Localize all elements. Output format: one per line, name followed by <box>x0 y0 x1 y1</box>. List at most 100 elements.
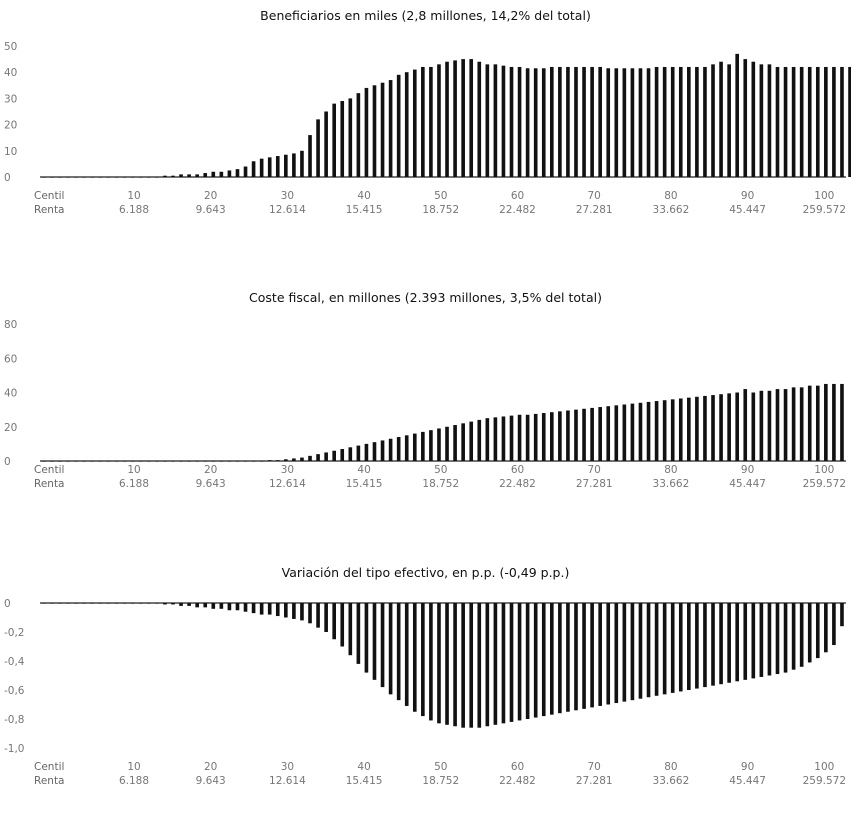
y-tick-label: -0,6 <box>4 685 25 697</box>
bar <box>493 603 498 725</box>
x-tick-label-renta: 15.415 <box>346 204 383 216</box>
bar <box>372 442 377 461</box>
bar <box>388 603 393 695</box>
bar <box>138 177 143 178</box>
x-tick-label-renta: 15.415 <box>346 775 383 787</box>
bar <box>203 173 208 177</box>
y-tick-label: 50 <box>4 41 17 53</box>
bar <box>493 417 498 461</box>
bar <box>485 64 490 177</box>
bar <box>421 66 425 177</box>
bar <box>824 603 828 653</box>
bar <box>437 64 441 177</box>
bar <box>541 68 546 177</box>
bar <box>549 603 554 715</box>
bar <box>566 410 570 461</box>
bar <box>171 603 175 605</box>
x-tick-label-centil: 30 <box>281 761 294 773</box>
bar <box>50 603 54 604</box>
x-tick-label-centil: 100 <box>814 190 834 202</box>
y-tick-label: 80 <box>4 319 17 331</box>
x-tick-label-renta: 9.643 <box>196 478 226 490</box>
bar <box>396 603 401 701</box>
x-tick-label-renta: 45.447 <box>729 478 766 490</box>
panel-beneficiarios: Beneficiarios en miles (2,8 millones, 14… <box>0 8 851 258</box>
x-tick-label-centil: 40 <box>357 761 370 773</box>
bar <box>259 461 264 462</box>
x-tick-label-renta: 27.281 <box>576 478 613 490</box>
x-tick-label-centil: 70 <box>588 190 601 202</box>
bar <box>138 603 143 604</box>
bar <box>638 402 643 461</box>
x-tick-label-centil: 70 <box>588 464 601 476</box>
bar <box>324 452 328 461</box>
bar <box>98 461 103 462</box>
bar <box>630 68 635 177</box>
bar <box>453 60 457 177</box>
y-tick-label: 10 <box>4 146 17 158</box>
x-tick-label-centil: 60 <box>511 761 524 773</box>
bar <box>163 175 167 177</box>
bar <box>751 61 756 177</box>
bar <box>243 461 248 462</box>
x-tick-label-renta: 27.281 <box>576 775 613 787</box>
x-tick-label-renta: 15.415 <box>346 478 383 490</box>
bar <box>396 437 401 461</box>
bar <box>638 603 643 699</box>
bar <box>364 443 369 461</box>
x-row-label-centil: Centil <box>34 761 64 773</box>
x-tick-label-renta: 18.752 <box>422 775 459 787</box>
bar <box>74 461 79 462</box>
bar <box>590 66 594 177</box>
bar <box>50 461 54 462</box>
bar <box>469 603 474 728</box>
bar <box>469 421 474 461</box>
bar <box>654 66 659 177</box>
bar <box>66 603 71 604</box>
x-tick-label-centil: 80 <box>664 464 677 476</box>
bar <box>292 603 296 619</box>
bar <box>541 413 546 461</box>
bar <box>824 383 828 461</box>
bar <box>267 460 272 461</box>
bar <box>259 158 264 177</box>
bar <box>558 411 562 461</box>
y-tick-label: 20 <box>4 422 17 434</box>
bar <box>646 401 651 461</box>
bar <box>735 603 740 682</box>
bar <box>203 461 208 462</box>
bar <box>275 460 280 461</box>
bar <box>211 171 216 177</box>
y-tick-label: 60 <box>4 353 17 365</box>
bar <box>437 428 441 461</box>
bar <box>485 603 490 727</box>
bar <box>630 403 635 461</box>
bar <box>227 603 232 611</box>
bar <box>678 603 683 692</box>
bar <box>98 177 103 178</box>
bar <box>711 395 715 461</box>
bar <box>380 603 385 688</box>
bar <box>235 461 240 462</box>
panel-coste-fiscal: Coste fiscal, en millones (2.393 millone… <box>0 290 851 540</box>
bar <box>759 603 764 677</box>
bar <box>606 603 611 705</box>
bar <box>783 66 788 177</box>
bar <box>525 414 530 461</box>
x-tick-label-renta: 6.188 <box>119 204 149 216</box>
bar <box>227 461 232 462</box>
bar <box>719 61 723 177</box>
bar <box>687 603 691 690</box>
bar <box>251 603 256 614</box>
x-tick-label-centil: 70 <box>588 761 601 773</box>
y-tick-label: -1,0 <box>4 743 25 755</box>
bar <box>525 68 530 177</box>
x-tick-label-renta: 18.752 <box>422 478 459 490</box>
bar <box>703 603 707 688</box>
bar <box>106 603 111 604</box>
bar <box>340 101 345 177</box>
x-tick-label-renta: 22.482 <box>499 204 536 216</box>
bar <box>219 171 224 177</box>
bar <box>832 383 836 461</box>
bar <box>195 603 199 608</box>
